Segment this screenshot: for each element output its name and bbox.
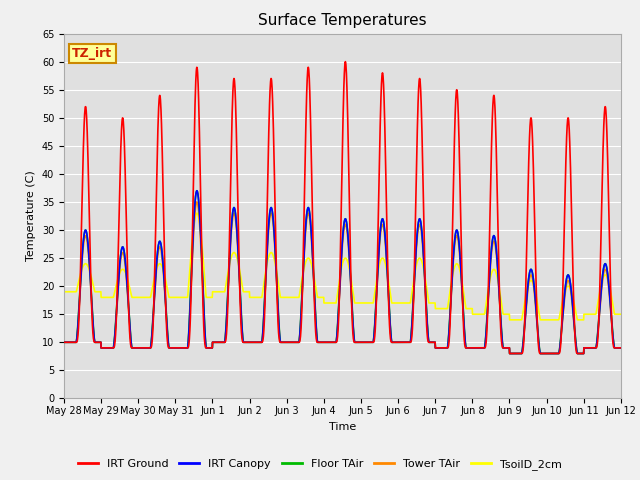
Legend: IRT Ground, IRT Canopy, Floor TAir, Tower TAir, TsoilD_2cm: IRT Ground, IRT Canopy, Floor TAir, Towe… (74, 455, 566, 474)
Text: TZ_irt: TZ_irt (72, 48, 113, 60)
X-axis label: Time: Time (329, 421, 356, 432)
Y-axis label: Temperature (C): Temperature (C) (26, 170, 36, 262)
Title: Surface Temperatures: Surface Temperatures (258, 13, 427, 28)
